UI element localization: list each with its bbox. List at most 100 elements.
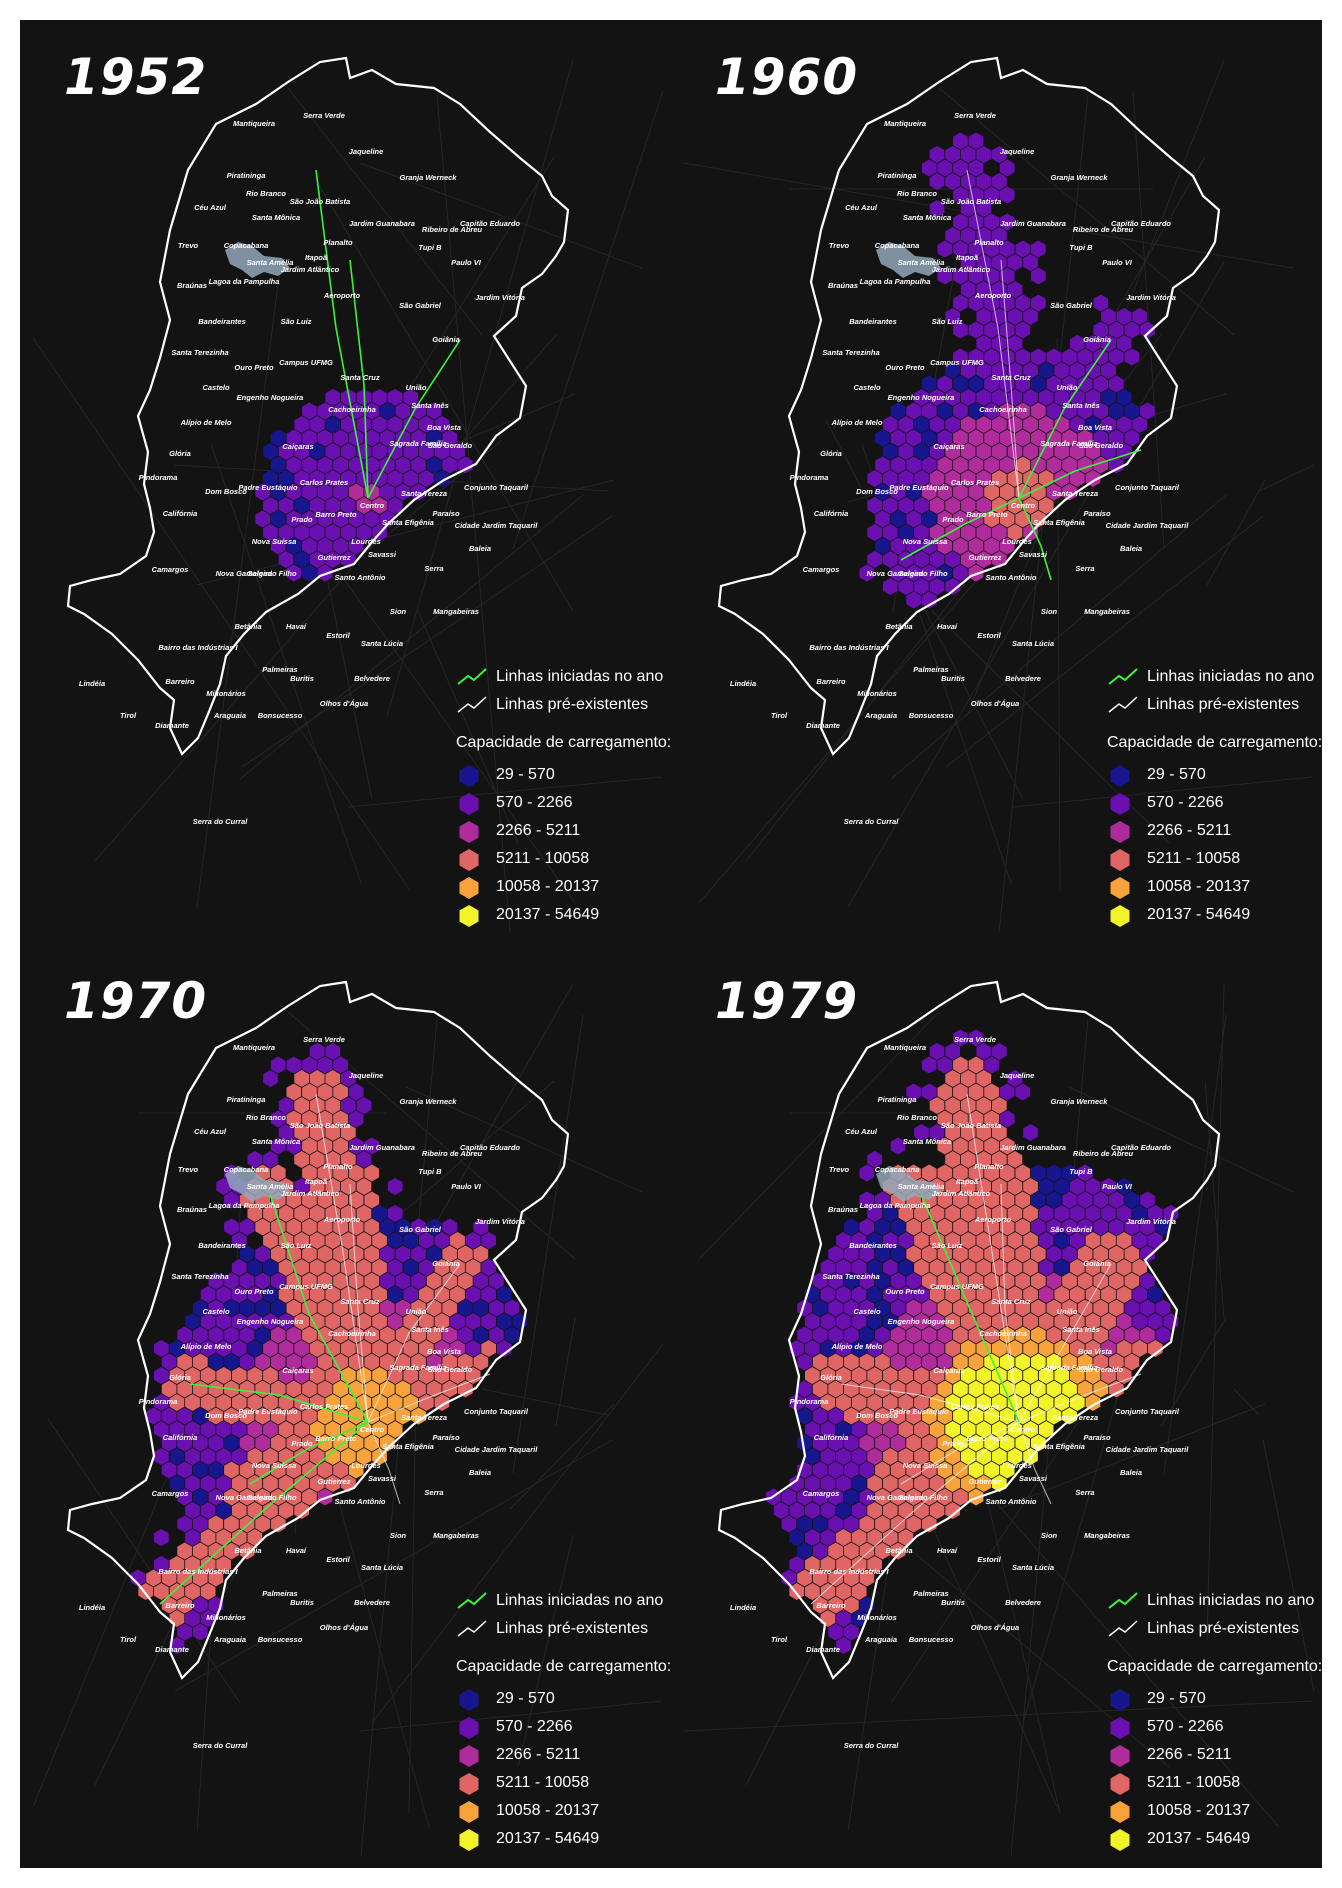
hexagon-icon xyxy=(459,765,479,787)
capacity-hex xyxy=(1023,1232,1038,1249)
neighborhood-label: Santa Mônica xyxy=(903,213,951,222)
capacity-hex xyxy=(992,335,1007,352)
neighborhood-label: Paulo VI xyxy=(451,1182,482,1191)
capacity-hex xyxy=(224,1542,239,1560)
capacity-hex xyxy=(504,1299,520,1317)
neighborhood-label: Jardim Atlântico xyxy=(281,265,340,274)
legend-existing-lines: Linhas pré-existentes xyxy=(456,1616,666,1644)
capacity-hex xyxy=(921,1164,937,1182)
capacity-hex xyxy=(992,227,1007,244)
neighborhood-label: Gutierrez xyxy=(969,553,1002,562)
capacity-hex xyxy=(937,510,953,528)
neighborhood-labels: Serra VerdeMantiqueiraJaquelinePiratinin… xyxy=(730,1035,1189,1750)
capacity-hex xyxy=(270,510,286,528)
capacity-hex xyxy=(317,1461,333,1479)
capacity-hex xyxy=(805,1394,820,1411)
hexagon-icon xyxy=(459,877,479,899)
capacity-hexagons xyxy=(766,1029,1179,1654)
capacity-hex xyxy=(387,470,403,487)
capacity-hex xyxy=(130,1569,146,1587)
new-line xyxy=(159,1421,369,1605)
capacity-hex xyxy=(875,1191,890,1209)
capacity-hex xyxy=(836,1529,851,1546)
capacity-hex xyxy=(387,1394,403,1411)
capacity-hex xyxy=(419,1340,434,1357)
capacity-hex xyxy=(1007,1259,1023,1276)
capacity-hex xyxy=(984,186,999,204)
capacity-hex xyxy=(1054,1178,1070,1195)
neighborhood-label: Jardim Guanabara xyxy=(349,219,415,228)
capacity-hex xyxy=(395,1299,411,1317)
capacity-hex xyxy=(1147,1286,1163,1303)
capacity-hex xyxy=(1062,483,1077,501)
legend-new-lines: Linhas iniciadas no ano xyxy=(456,1588,666,1616)
neighborhood-label: Betânia xyxy=(885,622,912,631)
capacity-hex xyxy=(1015,1353,1031,1371)
capacity-hex xyxy=(309,1070,325,1087)
capacity-hex xyxy=(914,551,929,568)
capacity-hex xyxy=(976,1097,992,1114)
new-lines xyxy=(159,1193,369,1605)
legend-capacity-title-row: Capacidade de carregamento: xyxy=(1107,734,1322,762)
neighborhood-label: Boa Vista xyxy=(427,423,461,432)
capacity-hex xyxy=(419,1367,434,1384)
capacity-hex xyxy=(805,1502,820,1519)
capacity-hex xyxy=(1054,1313,1070,1330)
legend-class-label: 29 - 570 xyxy=(496,766,555,783)
capacity-hex xyxy=(828,1488,844,1506)
capacity-hex xyxy=(294,1421,309,1438)
capacity-hex xyxy=(348,1434,364,1452)
neighborhood-label: Santa Inês xyxy=(411,1325,449,1334)
neighborhood-label: Santa Efigênia xyxy=(382,1442,434,1451)
neighborhood-label: Bonsucesso xyxy=(258,1635,303,1644)
capacity-hex xyxy=(364,1299,380,1317)
capacity-hex xyxy=(325,551,341,568)
capacity-hex xyxy=(882,1205,898,1222)
capacity-hex xyxy=(937,1326,953,1344)
neighborhood-label: Salgado Filho xyxy=(898,1493,948,1502)
capacity-hex xyxy=(1163,1205,1179,1222)
neighborhood-label: Trevo xyxy=(178,1165,199,1174)
capacity-hex xyxy=(843,1542,859,1560)
capacity-hex xyxy=(239,1353,255,1371)
capacity-hex xyxy=(286,1434,302,1452)
neighborhood-label: Mangabeiras xyxy=(1084,607,1130,616)
capacity-hex xyxy=(231,1259,247,1276)
capacity-hex xyxy=(154,1529,169,1546)
capacity-hex xyxy=(1132,1205,1147,1222)
legend-class-2: 2266 - 5211 xyxy=(1107,1742,1317,1770)
capacity-hex xyxy=(177,1542,193,1560)
capacity-hex xyxy=(1062,429,1077,447)
capacity-hex xyxy=(960,227,976,244)
background-road xyxy=(1068,1086,1294,1193)
legend-classes: 29 - 570 570 - 2266 2266 - 5211 5211 - 1005… xyxy=(1107,1686,1317,1854)
capacity-hex xyxy=(1070,389,1085,406)
neighborhood-label: Granja Werneck xyxy=(1051,173,1109,182)
capacity-hex xyxy=(945,1205,960,1222)
capacity-hex xyxy=(992,1205,1007,1222)
capacity-hex xyxy=(820,1286,836,1303)
capacity-hex xyxy=(465,1259,481,1276)
hexagon-icon xyxy=(1110,849,1130,871)
capacity-hex xyxy=(395,402,411,420)
capacity-hex xyxy=(890,1353,906,1371)
capacity-hex xyxy=(1070,1340,1085,1357)
capacity-hex xyxy=(309,551,325,568)
capacity-hex xyxy=(294,1124,309,1141)
capacity-hex xyxy=(426,1353,442,1371)
capacity-hex xyxy=(914,578,929,595)
capacity-hex xyxy=(1038,362,1054,379)
capacity-hex xyxy=(976,1205,992,1222)
capacity-hex xyxy=(945,1448,960,1465)
neighborhood-label: Prado xyxy=(291,515,313,524)
capacity-hex xyxy=(356,1259,372,1276)
capacity-hex xyxy=(976,470,992,487)
capacity-hex xyxy=(1023,1124,1038,1141)
capacity-hex xyxy=(1062,1164,1077,1182)
capacity-hex xyxy=(270,1353,286,1371)
capacity-hex xyxy=(1031,1191,1046,1209)
neighborhood-label: Serra do Curral xyxy=(844,1741,900,1750)
capacity-hex xyxy=(1054,470,1070,487)
hexagon-icon xyxy=(459,849,479,871)
capacity-hex xyxy=(960,416,976,433)
